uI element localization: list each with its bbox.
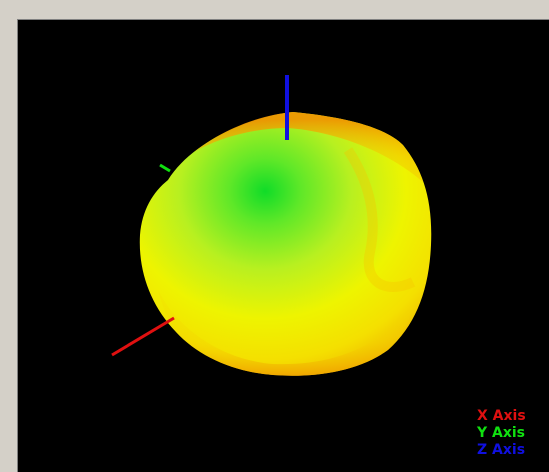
surface-top-cap bbox=[194, 112, 423, 182]
legend-y-axis: Y Axis bbox=[477, 425, 526, 441]
surface-bottom-rim bbox=[158, 290, 413, 376]
legend-x-axis: X Axis bbox=[477, 408, 526, 424]
3d-viewport[interactable]: X Axis Y Axis Z Axis bbox=[17, 19, 549, 472]
y-axis-line bbox=[159, 163, 171, 173]
surface-body bbox=[139, 112, 432, 376]
axis-legend: X Axis Y Axis Z Axis bbox=[477, 408, 526, 459]
x-axis-line bbox=[111, 316, 175, 357]
3d-scene bbox=[111, 75, 432, 376]
legend-z-axis: Z Axis bbox=[477, 442, 526, 458]
surface-fold bbox=[343, 147, 416, 292]
